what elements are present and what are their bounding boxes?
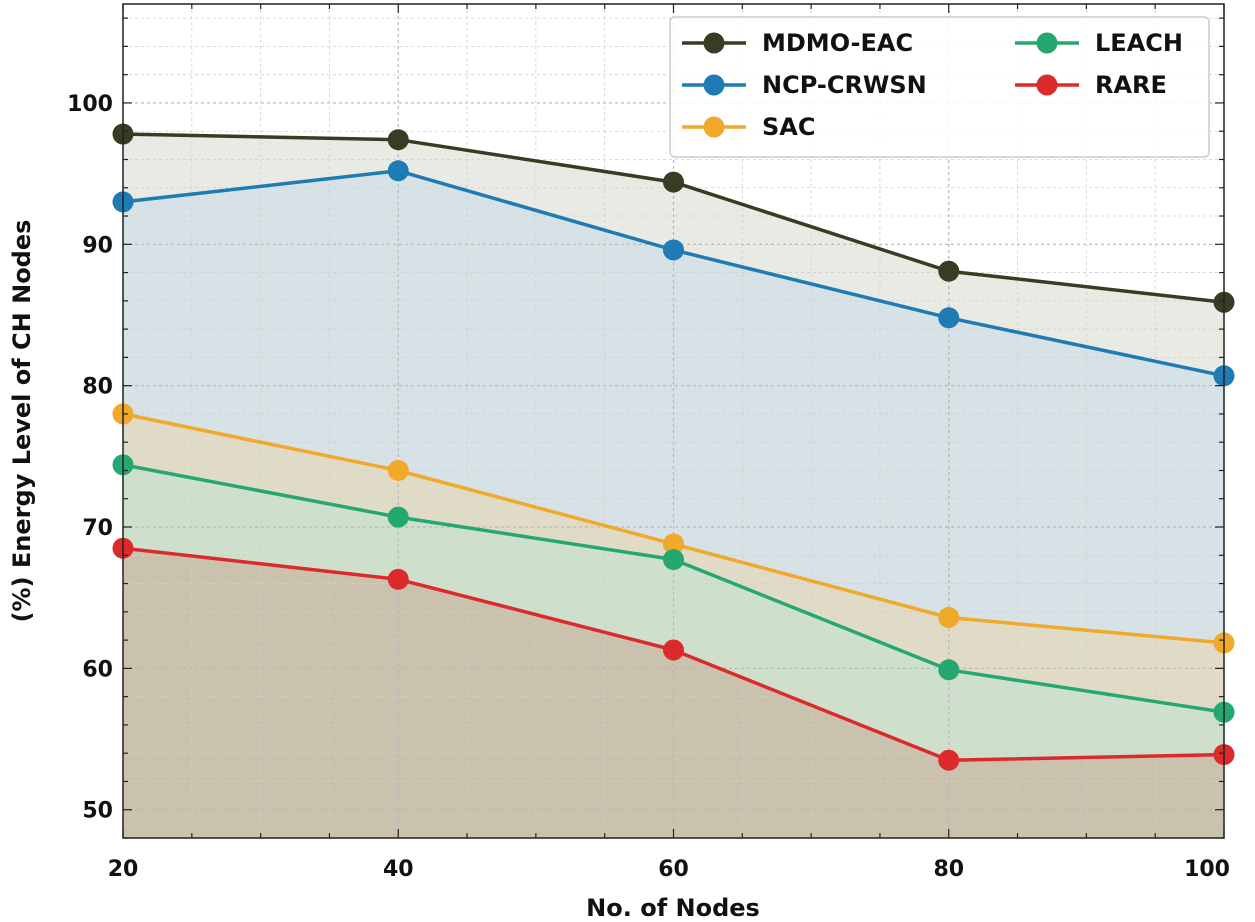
x-tick-label: 20: [108, 857, 139, 882]
legend-marker-leach: [1036, 32, 1058, 54]
x-tick-label: 40: [383, 857, 414, 882]
x-tick-label: 100: [1184, 857, 1230, 882]
legend: MDMO-EAC NCP-CRWSN SAC LEACH RARE: [669, 16, 1210, 158]
y-axis-title: (%) Energy Level of CH Nodes: [8, 220, 36, 623]
x-axis-title: No. of Nodes: [586, 894, 760, 922]
data-point-sac: [387, 459, 409, 481]
y-tick-label: 60: [82, 657, 113, 682]
data-point-ncp-crwsn: [663, 239, 684, 261]
legend-label-ncp-crwsn: NCP-CRWSN: [762, 71, 927, 99]
data-point-rare: [663, 639, 684, 661]
data-point-sac: [938, 606, 960, 628]
legend-marker-ncp-crwsn: [703, 74, 725, 96]
data-point-rare: [938, 749, 960, 771]
y-tick-label: 90: [82, 233, 113, 258]
legend-marker-sac: [703, 116, 725, 138]
data-point-mdmo-eac: [387, 129, 409, 151]
legend-marker-rare: [1036, 74, 1058, 96]
y-tick-label: 50: [82, 799, 113, 824]
data-point-rare: [387, 568, 409, 590]
x-tick-label: 60: [658, 857, 689, 882]
legend-label-rare: RARE: [1095, 71, 1167, 99]
legend-label-leach: LEACH: [1095, 29, 1183, 57]
legend-label-mdmo-eac: MDMO-EAC: [762, 29, 913, 57]
data-point-mdmo-eac: [938, 260, 960, 282]
data-point-leach: [938, 659, 960, 681]
x-tick-label: 80: [933, 857, 964, 882]
data-point-mdmo-eac: [663, 171, 684, 193]
y-tick-label: 70: [82, 516, 113, 541]
legend-marker-mdmo-eac: [703, 32, 725, 54]
data-point-ncp-crwsn: [938, 307, 960, 329]
axis-ticks: 20 40 60 80 100 50 60 70 80 90 100: [67, 4, 1230, 882]
legend-label-sac: SAC: [762, 113, 815, 141]
data-point-sac: [663, 533, 684, 555]
data-point-leach: [387, 506, 409, 528]
data-point-leach: [663, 549, 684, 571]
y-tick-label: 100: [67, 92, 113, 117]
legend-box: [669, 16, 1210, 158]
data-point-ncp-crwsn: [387, 160, 409, 182]
y-tick-label: 80: [82, 375, 113, 400]
